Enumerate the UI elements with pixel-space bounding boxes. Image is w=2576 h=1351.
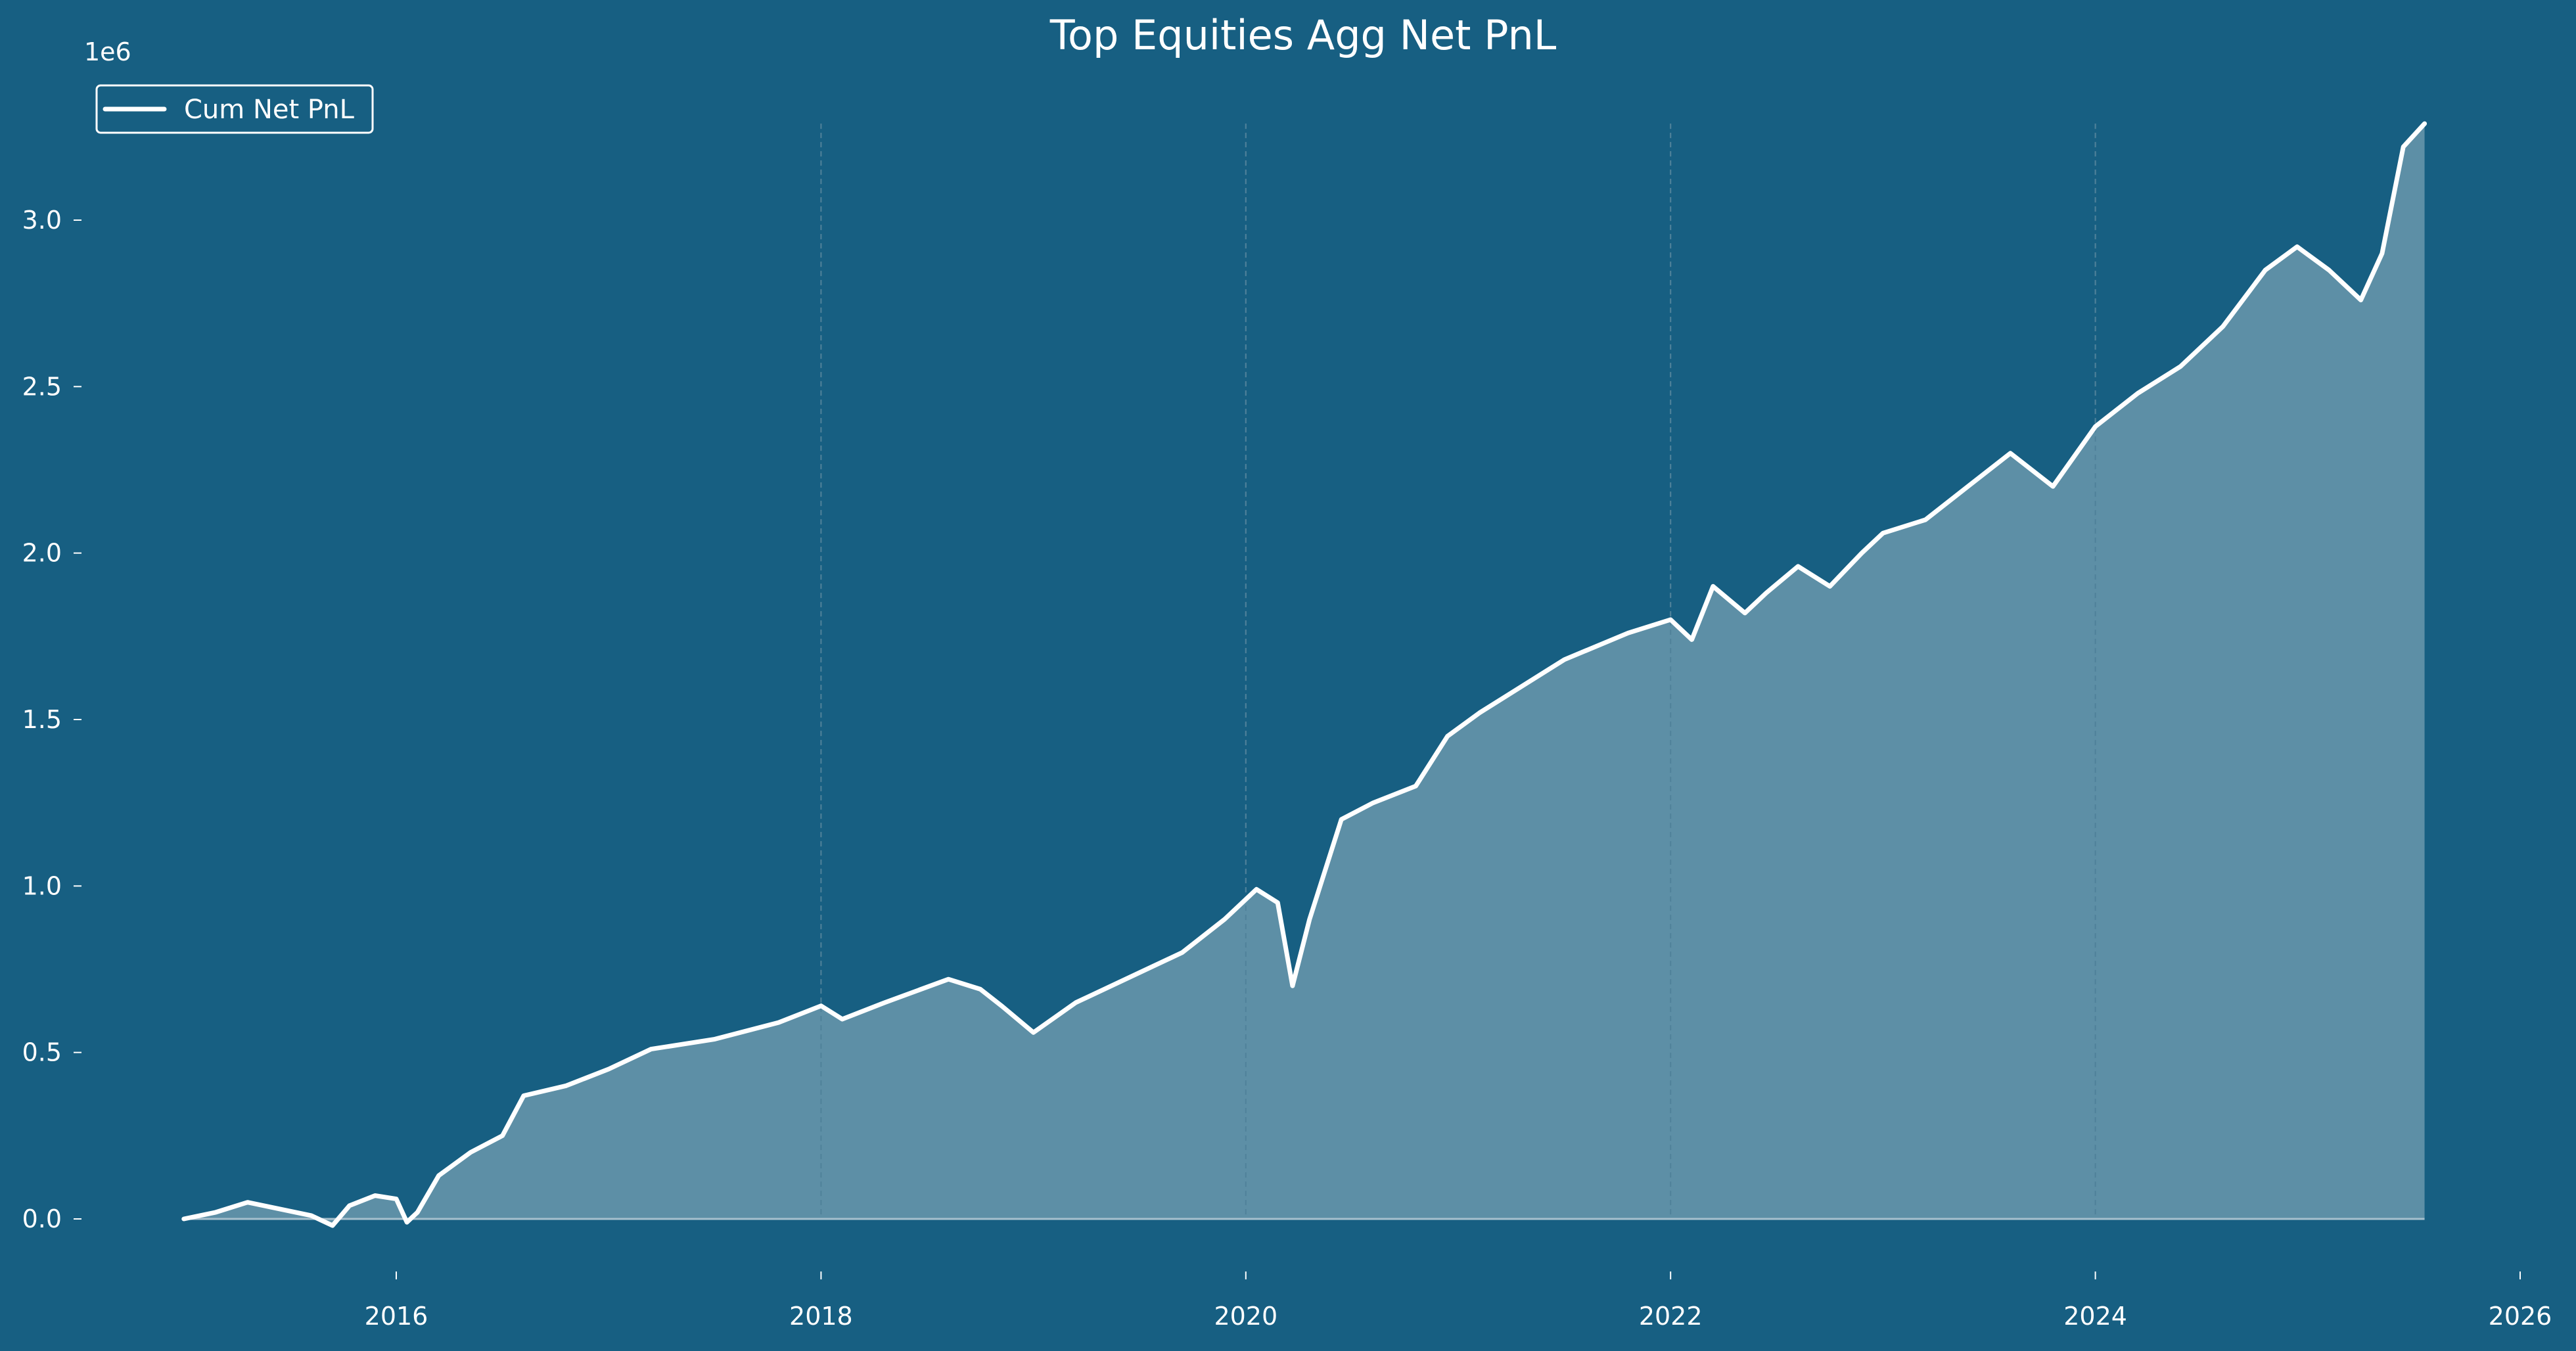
area-fill-group [183,124,2425,1226]
legend: Cum Net PnL [95,84,374,134]
legend-label: Cum Net PnL [184,95,355,125]
x-tick-label-2020: 2020 [1214,1302,1277,1331]
x-tick-label-2018: 2018 [789,1302,853,1331]
y-tick-label-2.0: 2.0 [22,539,62,568]
x-tick-label-2016: 2016 [365,1302,428,1331]
y-tick-label-1.0: 1.0 [22,871,62,900]
x-tick-label-2024: 2024 [2063,1302,2127,1331]
y-tick-label-0.5: 0.5 [22,1038,62,1067]
chart-title: Top Equities Agg Net PnL [1049,11,1557,59]
x-tick-label-2022: 2022 [1639,1302,1703,1331]
legend-frame [95,84,374,134]
y-tick-label-3.0: 3.0 [22,206,62,235]
x-axis: 2016 2018 2020 2022 2024 2026 [365,1271,2552,1331]
series-line-cum-net-pnl [181,121,2427,1228]
series-line-group [181,121,2427,1228]
y-tick-label-0.0: 0.0 [22,1204,62,1233]
y-scale-label: 1e6 [84,37,131,66]
area-fill [183,124,2425,1226]
y-axis: 0.0 0.5 1.0 1.5 2.0 2.5 3.0 [22,206,81,1233]
y-tick-label-2.5: 2.5 [22,372,62,401]
x-tick-label-2026: 2026 [2489,1302,2552,1331]
y-tick-label-1.5: 1.5 [22,705,62,734]
